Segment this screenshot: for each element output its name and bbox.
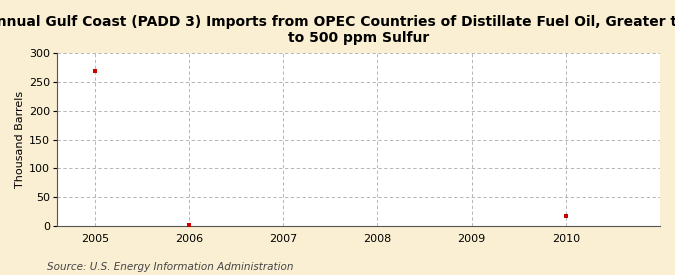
Title: Annual Gulf Coast (PADD 3) Imports from OPEC Countries of Distillate Fuel Oil, G: Annual Gulf Coast (PADD 3) Imports from … — [0, 15, 675, 45]
Text: Source: U.S. Energy Information Administration: Source: U.S. Energy Information Administ… — [47, 262, 294, 272]
Y-axis label: Thousand Barrels: Thousand Barrels — [15, 91, 25, 188]
